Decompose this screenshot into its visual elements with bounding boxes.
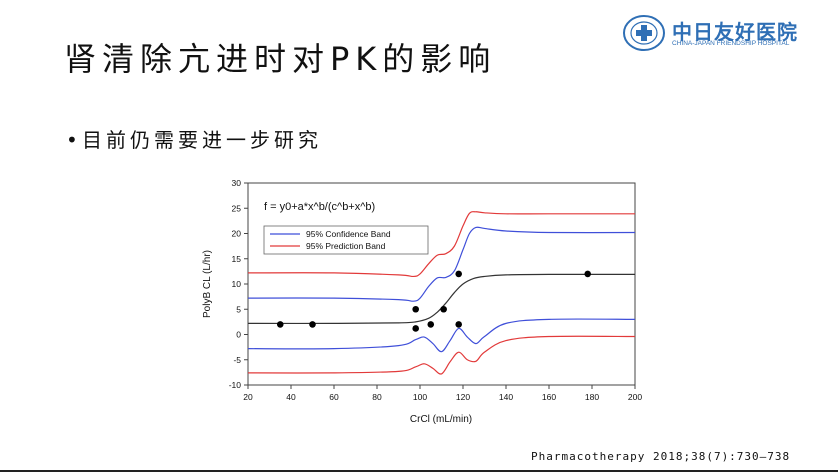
data-point — [584, 270, 591, 278]
x-tick-label: 100 — [413, 392, 427, 402]
data-point — [276, 321, 284, 328]
data-point — [412, 305, 419, 313]
data-point — [455, 321, 463, 328]
x-tick-label: 40 — [286, 392, 296, 402]
x-tick-label: 140 — [499, 392, 513, 402]
data-point — [427, 321, 435, 328]
x-tick-label: 80 — [372, 392, 382, 402]
fit-curve — [247, 273, 636, 325]
data-point — [309, 321, 316, 328]
y-tick-label: -5 — [233, 355, 241, 365]
x-tick-label: 120 — [456, 392, 470, 402]
footer-divider — [0, 470, 838, 472]
x-tick-label: 200 — [628, 392, 642, 402]
y-axis-label: PolyB CL (L/hr) — [202, 250, 213, 318]
data-point — [440, 305, 447, 313]
citation: Pharmacotherapy 2018;38(7):730–738 — [531, 450, 791, 463]
x-tick-label: 180 — [585, 392, 599, 402]
logo-text-cn: 中日友好医院 — [672, 20, 798, 44]
bullet-dot-icon: • — [66, 128, 82, 152]
prediction-band-lower — [247, 335, 636, 375]
fit-equation: f = y0+a*x^b/(c^b+x^b) — [264, 201, 375, 213]
x-tick-label: 60 — [329, 392, 339, 402]
y-tick-label: 5 — [236, 304, 241, 314]
y-tick-label: 25 — [232, 203, 242, 213]
legend-box — [263, 225, 429, 255]
legend-label-prediction: 95% Prediction Band — [306, 241, 386, 251]
legend: 95% Confidence Band 95% Prediction Band — [263, 225, 429, 255]
y-tick-label: 30 — [232, 178, 242, 188]
slide-title: 肾清除亢进时对PK的影响 — [64, 40, 497, 78]
legend-label-confidence: 95% Confidence Band — [306, 229, 391, 239]
clearance-chart: 20 40 60 80 100 120 140 160 180 200 -10 -5 0 5 10 15 20 2… — [202, 178, 642, 425]
y-tick-label: 15 — [232, 254, 242, 264]
y-tick-label: -10 — [229, 380, 242, 390]
x-tick-label: 160 — [542, 392, 556, 402]
bullet-item: •目前仍需要进一步研究 — [66, 124, 322, 153]
confidence-band-lower — [247, 318, 636, 353]
x-axis-label: CrCl (mL/min) — [410, 414, 472, 425]
hospital-emblem-icon — [623, 15, 665, 51]
logo-text-en: CHINA-JAPAN FRIENDSHIP HOSPITAL — [672, 40, 790, 47]
data-point — [412, 325, 419, 332]
bullet-text: 目前仍需要进一步研究 — [82, 128, 322, 152]
data-point — [455, 270, 463, 278]
y-tick-label: 20 — [232, 229, 242, 239]
hospital-logo: 中日友好医院 CHINA-JAPAN FRIENDSHIP HOSPITAL — [622, 14, 812, 54]
confidence-band-upper — [247, 226, 636, 302]
prediction-band-upper — [247, 211, 635, 278]
y-tick-label: 0 — [236, 330, 241, 340]
x-tick-label: 20 — [243, 392, 253, 402]
y-tick-label: 10 — [232, 279, 242, 289]
